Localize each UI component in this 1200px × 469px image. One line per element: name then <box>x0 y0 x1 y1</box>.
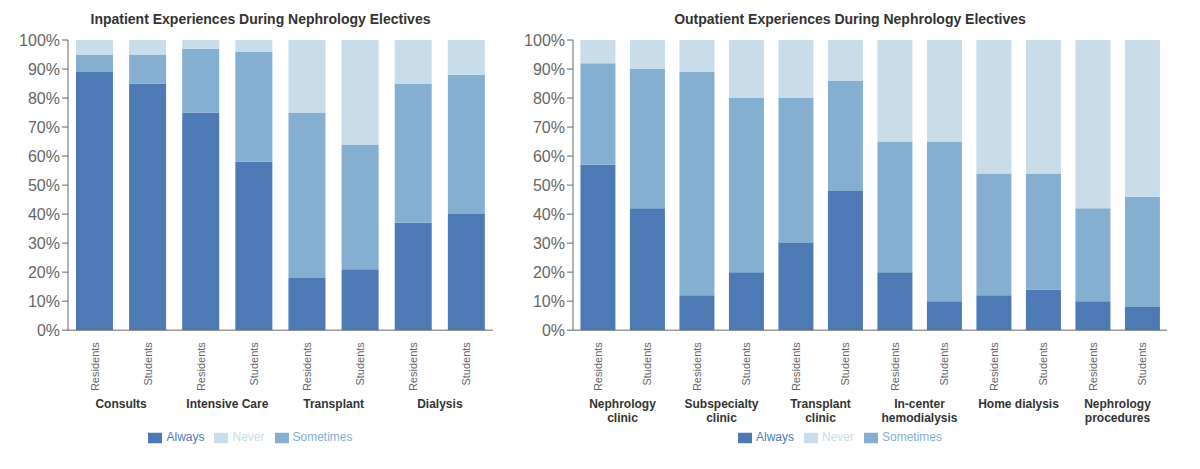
svg-text:Nephrologyprocedures: Nephrologyprocedures <box>1084 397 1151 425</box>
svg-text:Nephrologyclinic: Nephrologyclinic <box>589 397 656 425</box>
html-text:Never: Never <box>822 430 854 445</box>
svg-text:90%: 90% <box>28 61 60 78</box>
svg-text:Residents: Residents <box>407 342 419 391</box>
svg-text:20%: 20% <box>28 264 60 281</box>
svg-text:Subspecialtyclinic: Subspecialtyclinic <box>684 397 758 425</box>
svg-text:30%: 30% <box>533 235 565 252</box>
html-text:Sometimes: Sometimes <box>292 430 353 445</box>
html-text:Sometimes: Sometimes <box>882 430 942 445</box>
html-text:Never: Never <box>232 430 265 445</box>
svg-text:80%: 80% <box>533 90 565 107</box>
svg-text:Transplant: Transplant <box>303 397 364 411</box>
svg-text:30%: 30% <box>28 235 60 252</box>
html-text:Inpatient Experiences During N: Inpatient Experiences During Nephrology … <box>90 11 431 27</box>
svg-text:70%: 70% <box>28 119 60 136</box>
svg-text:Students: Students <box>641 342 653 386</box>
svg-text:Intensive Care: Intensive Care <box>186 397 268 411</box>
svg-text:10%: 10% <box>28 293 60 310</box>
svg-text:Dialysis: Dialysis <box>417 397 463 411</box>
svg-text:Students: Students <box>839 342 851 386</box>
svg-text:50%: 50% <box>533 177 565 194</box>
svg-text:90%: 90% <box>533 61 565 78</box>
svg-text:Students: Students <box>354 342 366 386</box>
svg-text:Consults: Consults <box>95 397 147 411</box>
svg-text:60%: 60% <box>28 148 60 165</box>
svg-text:Home dialysis: Home dialysis <box>978 397 1059 411</box>
svg-text:Residents: Residents <box>988 342 1000 391</box>
svg-text:Students: Students <box>460 342 472 386</box>
svg-text:80%: 80% <box>28 90 60 107</box>
svg-text:40%: 40% <box>28 206 60 223</box>
svg-text:Residents: Residents <box>790 342 802 391</box>
svg-text:Transplantclinic: Transplantclinic <box>790 397 851 425</box>
svg-text:20%: 20% <box>533 264 565 281</box>
svg-text:40%: 40% <box>533 206 565 223</box>
svg-text:Residents: Residents <box>1087 342 1099 391</box>
svg-text:Residents: Residents <box>691 342 703 391</box>
svg-text:Students: Students <box>1136 342 1148 386</box>
svg-text:Students: Students <box>938 342 950 386</box>
svg-text:100%: 100% <box>19 32 60 49</box>
svg-text:10%: 10% <box>533 293 565 310</box>
svg-text:0%: 0% <box>542 322 565 339</box>
svg-text:In-centerhemodialysis: In-centerhemodialysis <box>881 397 957 425</box>
svg-text:100%: 100% <box>524 32 565 49</box>
svg-text:60%: 60% <box>533 148 565 165</box>
svg-text:0%: 0% <box>37 322 60 339</box>
html-text:Outpatient Experiences During: Outpatient Experiences During Nephrology… <box>674 11 1026 27</box>
svg-text:50%: 50% <box>28 177 60 194</box>
svg-text:Students: Students <box>248 342 260 386</box>
svg-text:Residents: Residents <box>889 342 901 391</box>
svg-text:Students: Students <box>740 342 752 386</box>
svg-text:Residents: Residents <box>89 342 101 391</box>
svg-text:Residents: Residents <box>195 342 207 391</box>
html-text:Always: Always <box>756 430 794 445</box>
html-text:Always: Always <box>166 430 205 445</box>
svg-text:Residents: Residents <box>592 342 604 391</box>
svg-text:Students: Students <box>1037 342 1049 386</box>
svg-text:Students: Students <box>142 342 154 386</box>
svg-text:70%: 70% <box>533 119 565 136</box>
svg-text:Residents: Residents <box>301 342 313 391</box>
